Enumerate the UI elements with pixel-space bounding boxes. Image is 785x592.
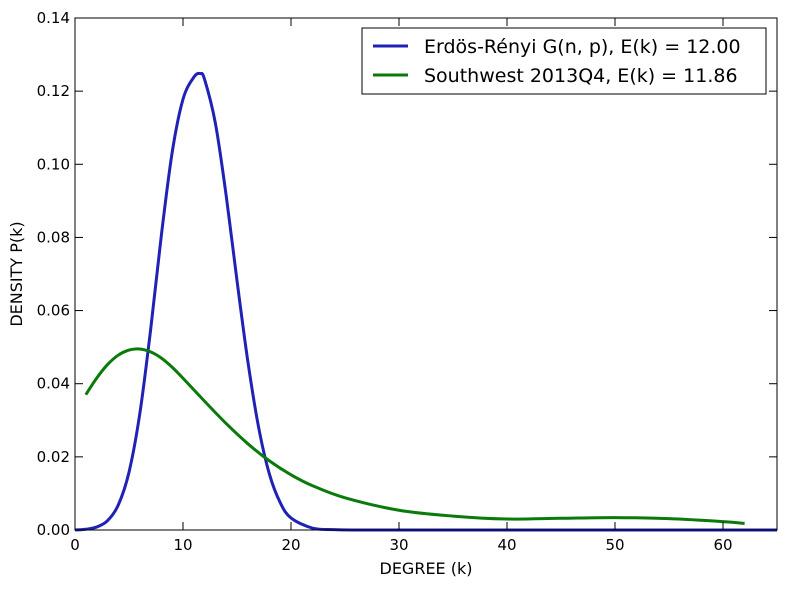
x-axis-label: DEGREE (k): [380, 559, 473, 578]
x-tick-label: 0: [70, 536, 80, 554]
x-tick-label: 10: [173, 536, 192, 554]
plot-area-frame: [74, 17, 778, 531]
y-tick-label: 0.10: [37, 155, 70, 173]
y-tick-label: 0.04: [37, 375, 70, 393]
legend: Erdös-Rényi G(n, p), E(k) = 12.00 Southw…: [361, 27, 767, 95]
x-tick-label: 30: [389, 536, 408, 554]
x-tick-label: 20: [281, 536, 300, 554]
x-tick-label: 60: [713, 536, 732, 554]
y-axis-label: DENSITY P(k): [7, 221, 26, 326]
y-tick-label: 0.14: [37, 9, 70, 27]
ticks-layer: 0 10 20 30 40 50 60 0.00 0.02 0.04 0.06 0.08 0.10 0.1…: [37, 9, 777, 554]
y-tick-label: 0.06: [37, 302, 70, 320]
x-tick-label: 40: [497, 536, 516, 554]
legend-label-erdos-renyi: Erdös-Rényi G(n, p), E(k) = 12.00: [424, 36, 741, 58]
y-tick-label: 0.00: [37, 521, 70, 539]
y-tick-label: 0.02: [37, 448, 70, 466]
legend-box: [361, 27, 767, 95]
legend-label-southwest: Southwest 2013Q4, E(k) = 11.86: [424, 65, 738, 87]
series-line-southwest: [84, 347, 745, 525]
x-tick-label: 50: [605, 536, 624, 554]
y-tick-label: 0.12: [37, 82, 70, 100]
y-tick-label: 0.08: [37, 228, 70, 246]
